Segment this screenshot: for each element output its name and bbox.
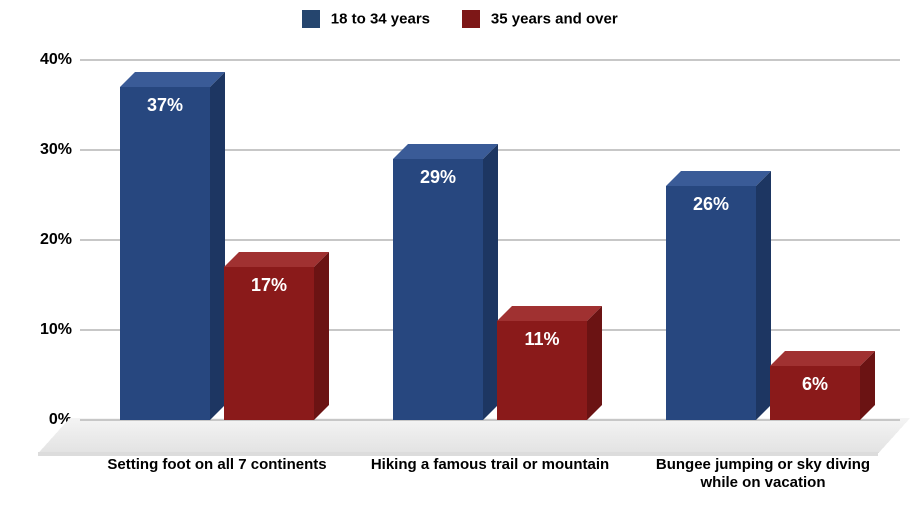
x-category-label: Setting foot on all 7 continents — [90, 456, 344, 474]
bar-value-label: 17% — [224, 275, 314, 296]
plot-area: 37% 17% 29% 11% 26% 6% — [80, 60, 900, 420]
legend-swatch-s2 — [462, 10, 480, 28]
bar: 29% — [393, 159, 483, 420]
bar-top-face — [497, 306, 602, 321]
legend-item-s2: 35 years and over — [462, 10, 617, 28]
bar: 6% — [770, 366, 860, 420]
bar-side-face — [756, 171, 771, 420]
bar-value-label: 37% — [120, 95, 210, 116]
legend-swatch-s1 — [302, 10, 320, 28]
bar-value-label: 29% — [393, 167, 483, 188]
y-tick-label: 10% — [12, 321, 72, 339]
y-tick-label: 40% — [12, 51, 72, 69]
x-category-label: Bungee jumping or sky diving while on va… — [636, 456, 890, 492]
bar-front-face: 37% — [120, 87, 210, 420]
bar: 26% — [666, 186, 756, 420]
bar-top-face — [120, 72, 225, 87]
legend-label-s2: 35 years and over — [491, 11, 618, 28]
x-axis-labels: Setting foot on all 7 continents Hiking a… — [80, 456, 900, 504]
bar-value-label: 26% — [666, 194, 756, 215]
gridline — [80, 59, 900, 61]
y-tick-label: 30% — [12, 141, 72, 159]
bar-top-face — [666, 171, 771, 186]
bar-front-face: 29% — [393, 159, 483, 420]
legend: 18 to 34 years 35 years and over — [0, 10, 920, 28]
bar-top-face — [224, 252, 329, 267]
bar-front-face: 26% — [666, 186, 756, 420]
legend-label-s1: 18 to 34 years — [331, 11, 430, 28]
bar-top-face — [393, 144, 498, 159]
bar: 11% — [497, 321, 587, 420]
y-tick-label: 20% — [12, 231, 72, 249]
bar-side-face — [314, 252, 329, 420]
bar-front-face: 6% — [770, 366, 860, 420]
bar: 17% — [224, 267, 314, 420]
bar-front-face: 11% — [497, 321, 587, 420]
x-category-label: Hiking a famous trail or mountain — [363, 456, 617, 474]
bar-side-face — [483, 144, 498, 420]
bar-value-label: 11% — [497, 329, 587, 350]
chart-floor — [39, 418, 910, 452]
legend-item-s1: 18 to 34 years — [302, 10, 430, 28]
bar-side-face — [587, 306, 602, 420]
chart-container: 18 to 34 years 35 years and over 0%10%20… — [0, 0, 920, 509]
bar-side-face — [210, 72, 225, 420]
bar-top-face — [770, 351, 875, 366]
bar-value-label: 6% — [770, 374, 860, 395]
bar-front-face: 17% — [224, 267, 314, 420]
bar: 37% — [120, 87, 210, 420]
